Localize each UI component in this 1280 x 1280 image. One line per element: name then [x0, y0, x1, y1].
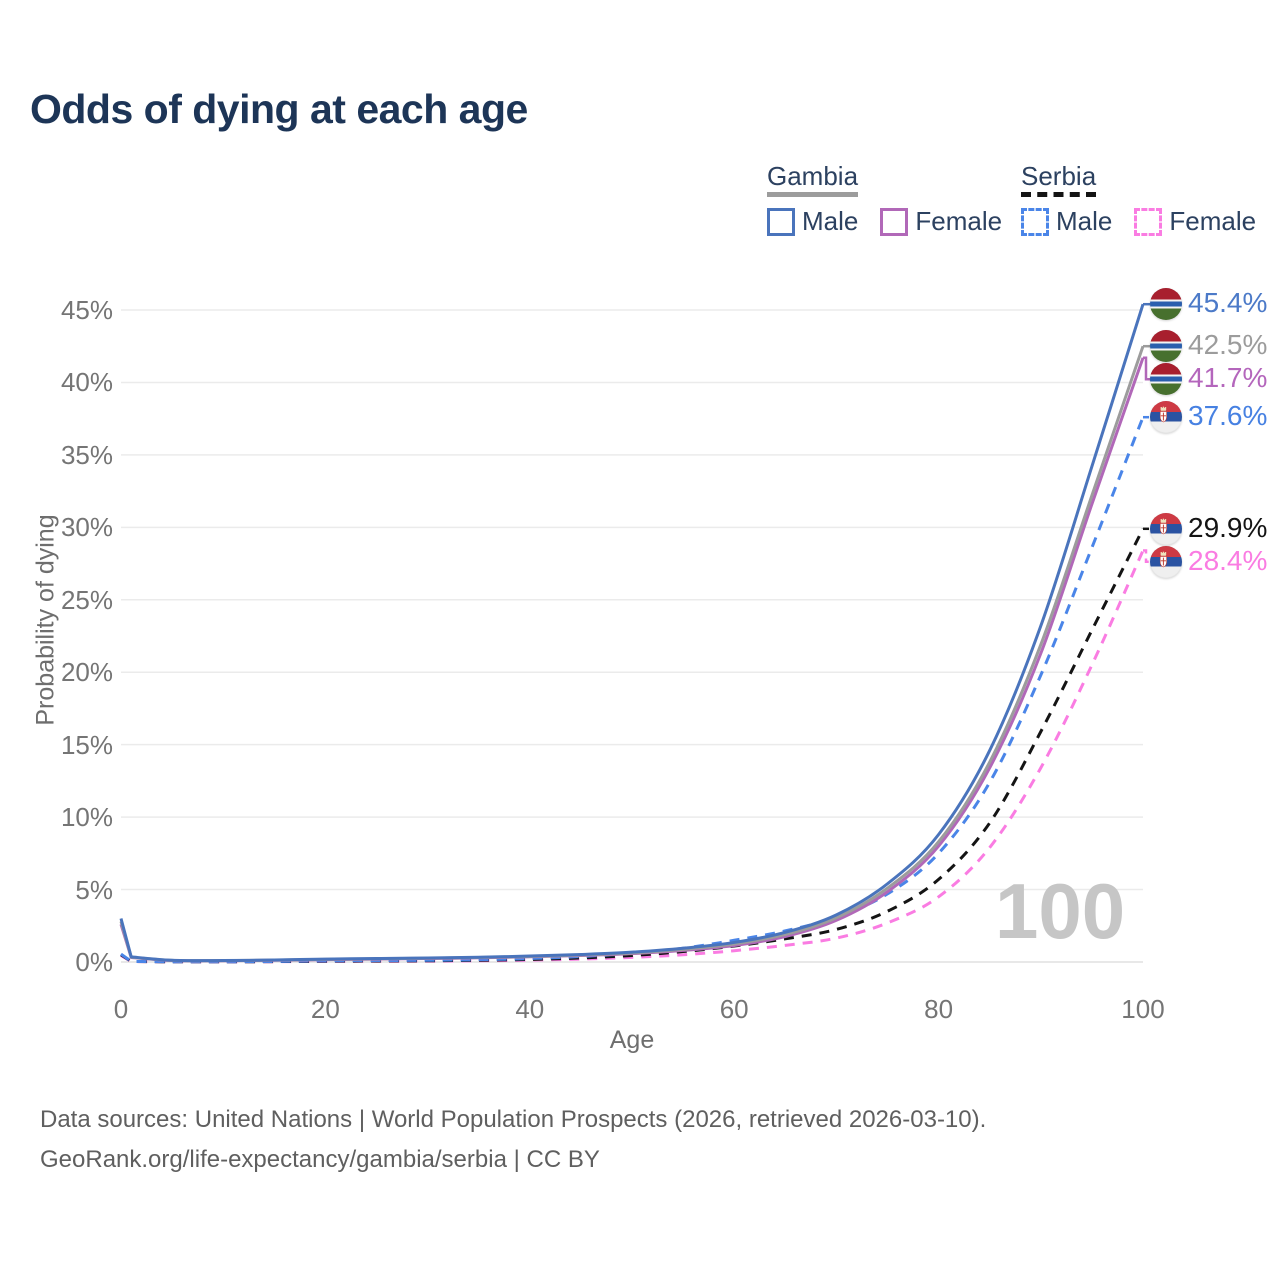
y-tick-label-25: 25%	[60, 584, 113, 615]
page-title: Odds of dying at each age	[30, 86, 528, 132]
end-label-gambia-male: 45.4%	[1188, 287, 1268, 319]
legend-country-gambia: Gambia	[767, 162, 859, 197]
footer-data-sources: Data sources: United Nations | World Pop…	[40, 1106, 987, 1133]
x-axis-title: Age	[609, 1026, 655, 1054]
y-tick-label-20: 20%	[60, 657, 113, 688]
x-tick-label-60: 60	[719, 994, 749, 1024]
legend-swatch-gambia-female[interactable]	[880, 207, 909, 236]
flag-icon-serbia	[1150, 401, 1182, 434]
y-tick-label-30: 30%	[60, 512, 113, 543]
y-tick-label-10: 10%	[60, 802, 113, 833]
serbia-crest	[1159, 551, 1167, 568]
footer-attribution: GeoRank.org/life-expectancy/gambia/serbi…	[40, 1146, 600, 1173]
x-tick-label-20: 20	[310, 994, 340, 1024]
legend-group-gambia: Gambia Male Female	[767, 162, 1002, 237]
y-tick-label-45: 45%	[60, 294, 113, 325]
serbia-crest	[1159, 406, 1167, 423]
series-line-gambia-male	[119, 303, 1145, 963]
flag-icon-gambia	[1150, 288, 1182, 321]
flag-icon-gambia	[1150, 363, 1182, 396]
x-tick-label-0: 0	[113, 994, 129, 1024]
series-line-serbia-female	[120, 549, 1145, 964]
end-label-gambia-total: 42.5%	[1188, 329, 1268, 361]
legend-label-serbia-male: Male	[1056, 206, 1113, 236]
leader-line-serbia-female	[1143, 549, 1150, 564]
legend-swatch-serbia-male[interactable]	[1021, 207, 1049, 236]
flag-icon-serbia	[1150, 545, 1182, 578]
end-label-serbia-female: 28.4%	[1188, 544, 1268, 576]
legend-item-serbia-male[interactable]: Male	[1021, 206, 1112, 237]
legend-group-serbia: Serbia Male Female	[1021, 162, 1256, 237]
legend-label-serbia-female: Female	[1169, 206, 1257, 236]
series-line-gambia-total	[119, 345, 1145, 963]
y-axis-title: Probability of dying	[31, 514, 60, 726]
legend-label-gambia-male: Male	[802, 206, 859, 236]
legend-label-gambia-female: Female	[915, 206, 1003, 236]
legend-item-gambia-male[interactable]: Male	[767, 206, 858, 237]
legend-item-gambia-female[interactable]: Female	[880, 206, 1002, 237]
y-tick-label-40: 40%	[60, 367, 113, 398]
end-label-gambia-female: 41.7%	[1188, 362, 1268, 394]
series-line-serbia-male	[120, 416, 1145, 964]
legend-swatch-serbia-female[interactable]	[1134, 207, 1163, 236]
age-watermark: 100	[995, 867, 1126, 955]
serbia-crest	[1159, 518, 1167, 535]
y-tick-label-35: 35%	[60, 439, 113, 470]
y-tick-label-15: 15%	[60, 729, 113, 760]
x-tick-label-40: 40	[515, 994, 545, 1024]
x-tick-label-100: 100	[1121, 994, 1165, 1024]
y-tick-label-5: 5%	[75, 874, 113, 905]
legend-country-serbia: Serbia	[1021, 162, 1097, 197]
end-label-serbia-total: 29.9%	[1188, 511, 1268, 543]
series-line-gambia-female	[119, 357, 1145, 963]
flag-icon-serbia	[1150, 512, 1182, 545]
leader-line-gambia-female	[1143, 356, 1150, 381]
legend-swatch-gambia-male[interactable]	[767, 207, 795, 236]
end-label-serbia-male: 37.6%	[1188, 400, 1268, 432]
x-tick-label-80: 80	[924, 994, 954, 1024]
y-tick-label-0: 0%	[75, 947, 113, 977]
legend-item-serbia-female[interactable]: Female	[1134, 206, 1256, 237]
flag-icon-gambia	[1150, 330, 1182, 363]
